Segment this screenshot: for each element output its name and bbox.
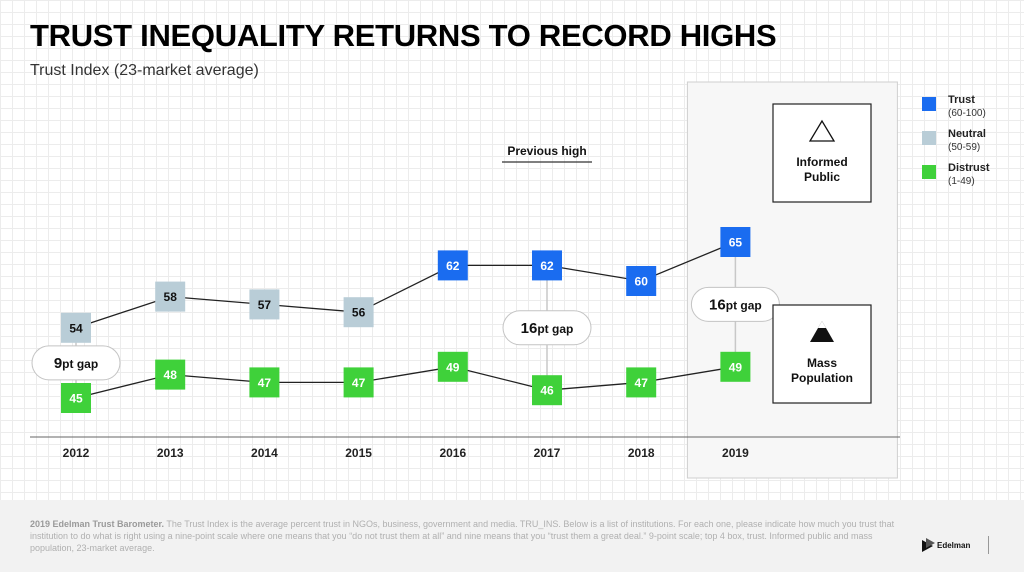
legend-item-trust: Trust (60-100) [922,94,1022,128]
data-marker [720,351,751,382]
legend-range: (60-100) [948,108,986,119]
legend-label: Neutral [948,128,986,140]
mass-population-box [772,304,872,404]
informed-public-label: Public [804,170,840,184]
mass-population-label: Mass [807,356,837,370]
mass-population-label: Population [791,371,853,385]
x-tick-label: 2014 [251,446,278,460]
data-marker [155,281,186,312]
mountain-peak-icon [818,321,826,328]
gap-pill [502,310,592,346]
x-tick-label: 2019 [722,446,749,460]
x-tick-label: 2013 [157,446,184,460]
logo-divider [988,536,989,554]
legend-swatch-neutral [922,131,936,145]
data-marker [343,297,374,328]
data-label: 57 [258,298,272,312]
logo-text: Edelman [937,541,971,550]
data-label: 45 [69,392,83,406]
legend-label: Trust [948,94,975,106]
data-marker [437,351,468,382]
data-marker [61,312,91,343]
gap-label: 9pt gap [54,355,98,372]
legend-range: (50-59) [948,142,981,153]
x-tick-label: 2015 [345,446,372,460]
data-label: 62 [446,259,460,273]
gap-label: 16pt gap [521,320,574,337]
gap-label: 16pt gap [709,296,762,313]
legend-swatch-distrust [922,165,936,179]
annotation-previous-high: Previous high [507,144,586,158]
legend-swatch-trust [922,97,936,111]
series-line-mass-population [75,366,736,399]
data-marker [343,367,374,398]
legend-item-neutral: Neutral (50-59) [922,128,1022,162]
legend-label: Distrust [948,162,990,174]
x-tick-label: 2016 [439,446,466,460]
data-label: 58 [164,290,178,304]
legend-item-distrust: Distrust (1-49) [922,162,1022,196]
gap-pill [31,345,121,381]
data-marker [626,367,657,398]
footnote-source: 2019 Edelman Trust Barometer. [30,519,165,529]
data-marker [61,383,91,413]
data-label: 49 [729,360,743,374]
data-label: 65 [729,236,743,250]
edelman-logo-icon [922,538,935,552]
data-label: 62 [540,259,554,273]
data-label: 47 [352,376,366,390]
data-marker [532,250,562,281]
edelman-logo: Edelman [922,536,992,558]
legend: Trust (60-100) Neutral (50-59) Distrust … [922,94,1022,196]
data-label: 46 [540,384,554,398]
footnote: 2019 Edelman Trust Barometer. The Trust … [30,518,900,554]
data-label: 56 [352,306,366,320]
gap-pill [690,286,780,322]
data-marker [437,250,468,281]
footnote-text: The Trust Index is the average percent t… [30,519,895,553]
informed-public-label: Informed [796,155,847,169]
footer: 2019 Edelman Trust Barometer. The Trust … [0,500,1024,572]
series-line-informed-public [75,241,736,329]
data-marker [249,289,280,320]
data-marker [532,375,562,406]
chart-subtitle: Trust Index (23-market average) [30,62,259,79]
mass-population-triangle-icon [810,321,834,342]
data-marker [626,266,657,296]
x-tick-label: 2017 [534,446,561,460]
informed-public-triangle-icon [808,119,836,142]
trust-index-chart: 2012 2013 2014 2015 2016 2017 2018 2019 54 58 57 56… [30,81,900,479]
page-title: TRUST INEQUALITY RETURNS TO RECORD HIGHS [30,18,777,53]
data-label: 54 [69,321,83,335]
data-marker [249,367,280,398]
x-tick-label: 2018 [628,446,655,460]
data-label: 49 [446,360,460,374]
data-label: 48 [164,368,178,382]
data-label: 47 [635,376,649,390]
data-marker [155,359,186,390]
data-label: 47 [258,376,272,390]
data-marker [720,227,751,257]
informed-public-box [772,103,872,203]
legend-range: (1-49) [948,176,975,187]
data-label: 60 [635,275,649,289]
x-tick-label: 2012 [63,446,90,460]
